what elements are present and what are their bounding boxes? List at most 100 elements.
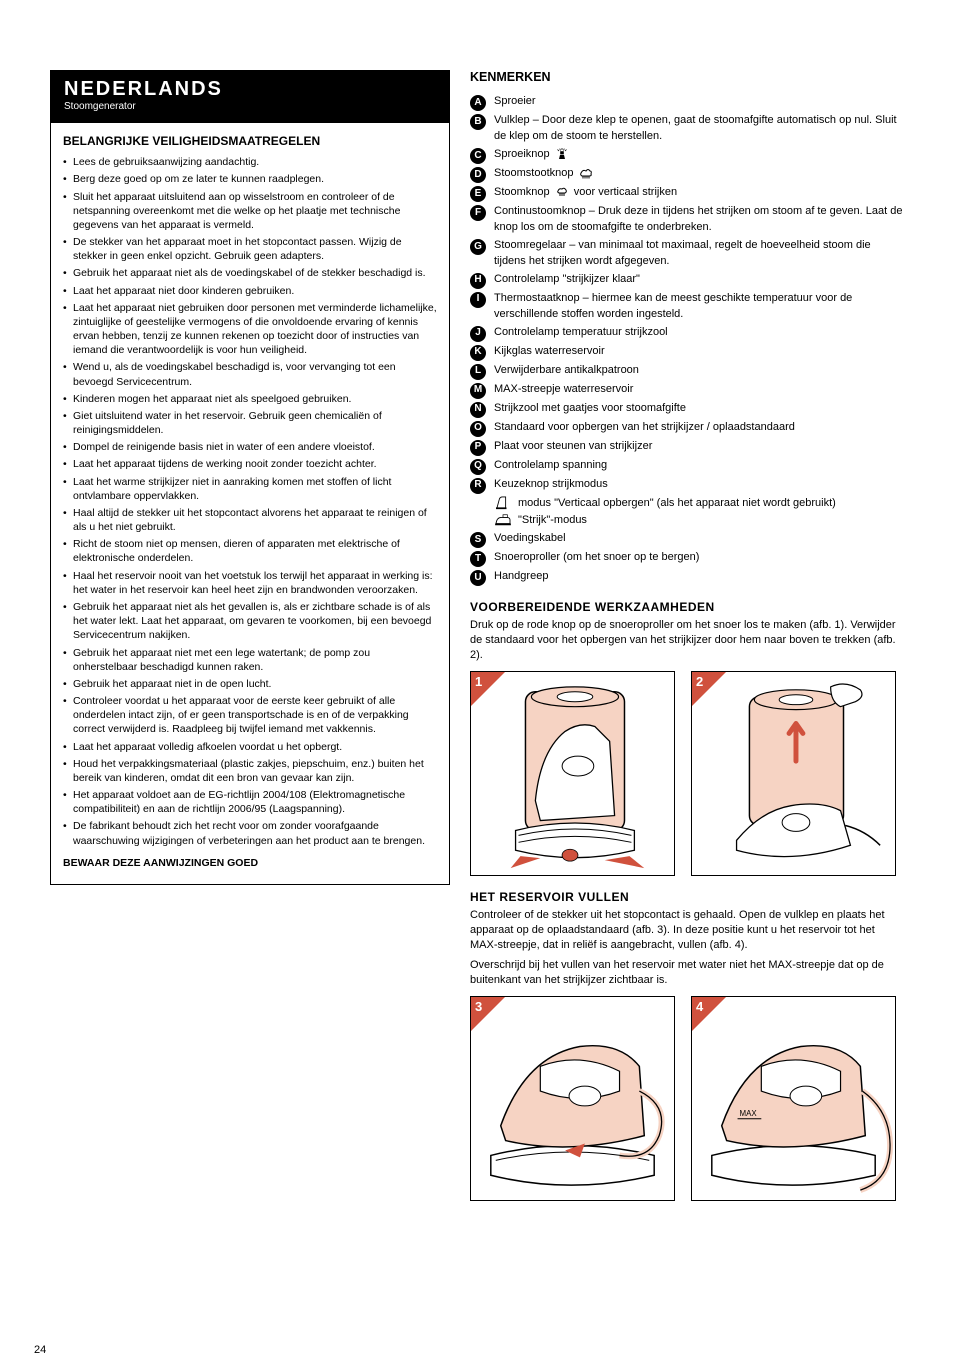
safety-item: Gebruik het apparaat niet als het gevall… <box>63 600 437 643</box>
figure-number: 1 <box>475 674 482 689</box>
safety-box: BELANGRIJKE VEILIGHEIDSMAATREGELEN Lees … <box>50 122 450 885</box>
feature-row: DStoomstootknop <box>470 166 904 183</box>
steam-vertical-icon <box>555 186 569 198</box>
fill-body1: Controleer of de stekker uit het stopcon… <box>470 908 904 953</box>
safety-item: Wend u, als de voedingskabel beschadigd … <box>63 360 437 388</box>
feature-text: Voedingskabel <box>494 531 904 547</box>
feature-text: Controlelamp spanning <box>494 458 904 474</box>
feature-text: Snoeroproller (om het snoer op te bergen… <box>494 550 904 566</box>
feature-text: Strijkzool met gaatjes voor stoomafgifte <box>494 401 904 417</box>
header-language: NEDERLANDS <box>64 78 436 101</box>
fill-heading: HET RESERVOIR VULLEN <box>470 890 904 904</box>
feature-row: KKijkglas waterreservoir <box>470 344 904 361</box>
safety-item: Gebruik het apparaat niet in de open luc… <box>63 677 437 691</box>
safety-item: Richt de stoom niet op mensen, dieren of… <box>63 537 437 565</box>
safety-item: Gebruik het apparaat niet met een lege w… <box>63 646 437 674</box>
spray-icon <box>555 148 569 160</box>
feature-bullet: C <box>470 148 486 164</box>
safety-item: Sluit het apparaat uitsluitend aan op wi… <box>63 190 437 233</box>
feature-row: MMAX-streepje waterreservoir <box>470 382 904 399</box>
feature-bullet: G <box>470 239 486 255</box>
safety-footer: BEWAAR DEZE AANWIJZINGEN GOED <box>63 856 437 870</box>
figure-row: 3 4 <box>470 996 904 1201</box>
page-number: 24 <box>34 1344 46 1356</box>
feature-row: R Keuzeknop strijkmodus <box>470 477 904 494</box>
safety-item: Laat het apparaat volledig afkoelen voor… <box>63 740 437 754</box>
feature-text: Stoomknop voor verticaal strijken <box>494 185 904 201</box>
feature-bullet: B <box>470 114 486 130</box>
safety-item: Haal altijd de stekker uit het stopconta… <box>63 506 437 534</box>
figure: 2 <box>691 671 896 876</box>
mode-text: modus "Verticaal opbergen" (als het appa… <box>518 496 836 512</box>
feature-text: Plaat voor steunen van strijkijzer <box>494 439 904 455</box>
feature-row: C Sproeiknop <box>470 147 904 164</box>
figure: 4 MAX <box>691 996 896 1201</box>
steam-burst-icon <box>579 167 593 179</box>
feature-row: Q Controlelamp spanning <box>470 458 904 475</box>
figure-number: 3 <box>475 999 482 1014</box>
safety-item: Laat het warme strijkijzer niet in aanra… <box>63 475 437 503</box>
safety-item: Houd het verpakkingsmateriaal (plastic z… <box>63 757 437 785</box>
safety-heading: BELANGRIJKE VEILIGHEIDSMAATREGELEN <box>63 133 437 149</box>
safety-item: Gebruik het apparaat niet als de voeding… <box>63 266 437 280</box>
safety-item: De fabrikant behoudt zich het recht voor… <box>63 819 437 847</box>
features-heading: KENMERKEN <box>470 70 904 84</box>
safety-list: Lees de gebruiksaanwijzing aandachtig. Be… <box>63 155 437 848</box>
feature-row: A Sproeier <box>470 94 904 111</box>
feature-row: I Thermostaatknop – hiermee kan de meest … <box>470 291 904 323</box>
svg-text:MAX: MAX <box>740 1109 758 1118</box>
feature-row: E Stoomknop voor verticaal strijken <box>470 185 904 202</box>
safety-item: Controleer voordat u het apparaat voor d… <box>63 694 437 737</box>
safety-item: Haal het reservoir nooit van het voetstu… <box>63 569 437 597</box>
feature-text: Vulklep – Door deze klep te openen, gaat… <box>494 113 904 145</box>
feature-text: Continustoomknop – Druk deze in tijdens … <box>494 204 904 236</box>
figure-number: 2 <box>696 674 703 689</box>
feature-text: Kijkglas waterreservoir <box>494 344 904 360</box>
feature-text: Handgreep <box>494 569 904 585</box>
feature-bullet: L <box>470 364 486 380</box>
safety-item: Dompel de reinigende basis niet in water… <box>63 440 437 454</box>
feature-text: Standaard voor opbergen van het strijkij… <box>494 420 904 436</box>
safety-item: Het apparaat voldoet aan de EG-richtlijn… <box>63 788 437 816</box>
feature-bullet: I <box>470 292 486 308</box>
feature-bullet: P <box>470 440 486 456</box>
feature-text: Sproeiknop <box>494 147 904 163</box>
feature-bullet: A <box>470 95 486 111</box>
feature-bullet: T <box>470 551 486 567</box>
feature-bullet: U <box>470 570 486 586</box>
feature-text: Keuzeknop strijkmodus <box>494 477 904 493</box>
safety-item: Giet uitsluitend water in het reservoir.… <box>63 409 437 437</box>
feature-text: Thermostaatknop – hiermee kan de meest g… <box>494 291 904 323</box>
feature-list: A Sproeier B Vulklep – Door deze klep te op… <box>470 94 904 586</box>
safety-item: Laat het apparaat niet gebruiken door pe… <box>63 301 437 358</box>
feature-row: B Vulklep – Door deze klep te openen, gaa… <box>470 113 904 145</box>
feature-text: Stoomregelaar – van minimaal tot maximaa… <box>494 238 904 270</box>
feature-row: T Snoeroproller (om het snoer op te berge… <box>470 550 904 567</box>
figure-row: 1 2 <box>470 671 904 876</box>
prep-heading: VOORBEREIDENDE WERKZAAMHEDEN <box>470 600 904 614</box>
figure: 1 <box>470 671 675 876</box>
feature-bullet: H <box>470 273 486 289</box>
feature-mode-line: "Strijk"-modus <box>470 513 904 529</box>
feature-row: H Controlelamp "strijkijzer klaar" <box>470 272 904 289</box>
iron-horizontal-icon <box>494 513 512 527</box>
safety-item: Berg deze goed op om ze later te kunnen … <box>63 172 437 186</box>
feature-bullet: E <box>470 186 486 202</box>
header-subtitle: Stoomgenerator <box>64 101 436 112</box>
feature-bullet: R <box>470 478 486 494</box>
feature-text: Controlelamp temperatuur strijkzool <box>494 325 904 341</box>
feature-bullet: Q <box>470 459 486 475</box>
feature-row: NStrijkzool met gaatjes voor stoomafgift… <box>470 401 904 418</box>
feature-text: Sproeier <box>494 94 904 110</box>
feature-text: MAX-streepje waterreservoir <box>494 382 904 398</box>
safety-item: Laat het apparaat tijdens de werking noo… <box>63 457 437 471</box>
feature-row: JControlelamp temperatuur strijkzool <box>470 325 904 342</box>
safety-item: Laat het apparaat niet door kinderen geb… <box>63 284 437 298</box>
fill-body2: Overschrijd bij het vullen van het reser… <box>470 958 904 988</box>
feature-text: Controlelamp "strijkijzer klaar" <box>494 272 904 288</box>
safety-item: De stekker van het apparaat moet in het … <box>63 235 437 263</box>
language-header: NEDERLANDS Stoomgenerator <box>50 70 450 122</box>
safety-item: Lees de gebruiksaanwijzing aandachtig. <box>63 155 437 169</box>
safety-item: Kinderen mogen het apparaat niet als spe… <box>63 392 437 406</box>
feature-row: OStandaard voor opbergen van het strijki… <box>470 420 904 437</box>
